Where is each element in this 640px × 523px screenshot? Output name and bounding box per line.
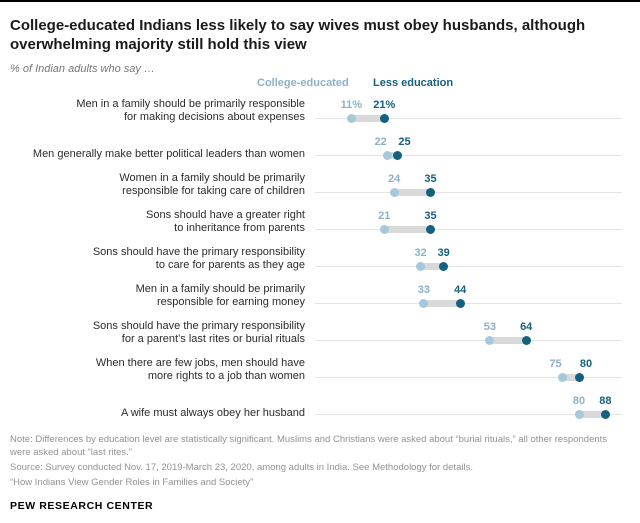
college-educated-dot [379,225,389,235]
chart-notes: Note: Differences by education level are… [10,433,630,489]
dumbbell-connector [579,411,606,419]
dumbbell-chart: College-educated Less education Men in a… [10,77,630,426]
dumbbell-connector [351,115,385,123]
chart-row: When there are few jobs, men should have… [10,352,630,389]
row-plot: 24 35 [315,167,630,204]
dumbbell-connector [394,189,431,197]
dumbbell-connector [420,263,444,271]
college-educated-dot [416,262,426,272]
legend-college-educated: College-educated [257,77,349,90]
note-line: Note: Differences by education level are… [10,434,608,459]
note-line: Source: Survey conducted Nov. 17, 2019-M… [10,462,473,474]
axis-track [315,414,622,416]
college-educated-value: 22 [374,136,387,149]
pew-research-center-footer: PEW RESEARCH CENTER [10,500,154,513]
less-education-dot [426,225,435,235]
row-plot: 33 44 [315,278,630,315]
dumbbell-connector [562,374,579,382]
chart-row: Men in a family should be primarily respo… [10,278,630,315]
college-educated-value: 11% [340,99,363,112]
chart-row: Sons should have the primary responsibil… [10,241,630,278]
axis-track [315,192,622,194]
chart-row: Women in a family should be primarily res… [10,167,630,204]
row-plot: 53 64 [315,315,630,352]
legend-less-education: Less education [373,77,454,90]
chart-row: Men generally make better political lead… [10,130,630,167]
less-education-dot [379,114,389,124]
axis-track [315,340,622,342]
row-plot: 75 80 [315,352,630,389]
row-plot: 21 35 [315,204,630,241]
less-education-value: 88 [599,395,612,408]
less-education-dot [393,151,402,161]
row-label: Men generally make better political lead… [32,148,305,161]
row-plot: 11% 21% [315,93,630,130]
chart-row: Sons should have the primary responsibil… [10,315,630,352]
college-educated-value: 53 [483,321,497,334]
axis-track [315,377,622,379]
less-education-value: 35 [424,210,437,223]
chart-subtitle: % of Indian adults who say … [10,63,155,76]
axis-track [315,266,622,268]
dumbbell-connector [387,152,398,160]
less-education-value: 44 [454,284,467,297]
axis-track [315,229,622,231]
college-educated-dot [389,188,399,198]
row-plot: 32 39 [315,241,630,278]
less-education-dot [455,299,465,309]
row-label: Sons should have the primary responsibil… [92,246,305,272]
chart-legend: College-educated Less education [10,77,630,93]
college-educated-dot [558,373,567,383]
axis-track [315,118,622,120]
row-label: When there are few jobs, men should have… [95,357,305,383]
chart-row: Sons should have a greater right to inher… [10,204,630,241]
college-educated-dot [574,410,584,420]
less-education-value: 21% [373,99,396,112]
less-education-dot [439,262,449,272]
row-label: A wife must always obey her husband [120,407,305,420]
less-education-dot [574,373,584,383]
row-label: Sons should have a greater right to inher… [146,209,305,235]
college-educated-value: 75 [549,358,562,371]
college-educated-value: 32 [414,247,427,260]
less-education-value: 64 [520,321,533,334]
college-educated-dot [419,299,429,309]
row-label: Men in a family should be primarily resp… [76,98,305,124]
less-education-value: 39 [437,247,450,260]
less-education-dot [600,410,610,420]
chart-row: Men in a family should be primarily resp… [10,93,630,130]
row-label: Men in a family should be primarily respo… [135,283,305,309]
college-educated-value: 33 [417,284,431,297]
college-educated-dot [346,114,356,124]
row-label: Sons should have the primary responsibil… [92,320,305,346]
college-educated-value: 80 [572,395,586,408]
less-education-dot [426,188,435,198]
less-education-value: 80 [579,358,593,371]
college-educated-value: 24 [388,173,401,186]
college-educated-value: 21 [378,210,391,223]
row-plot: 22 25 [315,130,630,167]
axis-track [315,303,622,305]
chart-row: A wife must always obey her husband 80 88 [10,389,630,426]
dumbbell-connector [384,226,431,234]
row-label: Women in a family should be primarily res… [119,172,305,198]
college-educated-dot [383,151,393,161]
axis-track [315,155,622,157]
less-education-value: 25 [398,136,411,149]
dumbbell-connector [423,300,461,308]
less-education-dot [521,336,531,346]
row-plot: 80 88 [315,389,630,426]
note-line: “How Indians View Gender Roles in Famili… [10,477,254,489]
page-title: College-educated Indians less likely to … [10,17,586,54]
less-education-value: 35 [424,173,437,186]
dumbbell-connector [489,337,527,345]
college-educated-dot [485,336,495,346]
chart-rows: Men in a family should be primarily resp… [10,93,630,426]
